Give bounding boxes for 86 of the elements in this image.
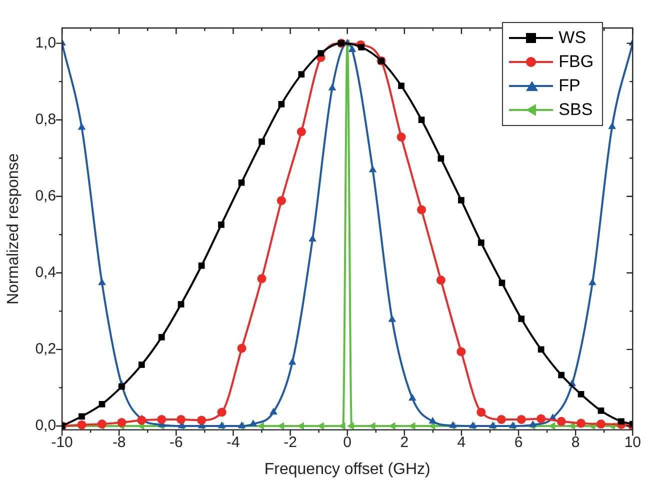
- point: [436, 276, 446, 285]
- point: [288, 358, 296, 365]
- point: [536, 414, 546, 424]
- point: [258, 138, 265, 145]
- point: [418, 116, 425, 124]
- point: [516, 414, 526, 424]
- point: [198, 262, 205, 269]
- point: [518, 316, 525, 322]
- point: [558, 372, 565, 378]
- point: [358, 44, 365, 50]
- point: [347, 422, 354, 430]
- x-tick-label: -8: [112, 434, 126, 451]
- point: [408, 394, 416, 401]
- point: [78, 122, 86, 130]
- point: [388, 315, 396, 322]
- point: [278, 100, 285, 108]
- point: [217, 408, 226, 417]
- x-axis-title: Frequency offset (GHz): [264, 460, 430, 478]
- point: [318, 50, 324, 56]
- point: [368, 165, 377, 172]
- point: [578, 391, 584, 398]
- point: [98, 278, 106, 286]
- point: [257, 274, 266, 284]
- point: [117, 418, 126, 428]
- point: [576, 418, 586, 428]
- legend-label: SBS: [558, 100, 593, 120]
- x-tick-label: -6: [170, 434, 183, 451]
- point: [270, 408, 278, 414]
- point: [496, 414, 506, 424]
- y-tick-label: 0,4: [35, 264, 56, 282]
- point: [218, 222, 224, 228]
- point: [118, 383, 125, 390]
- point: [197, 416, 206, 425]
- y-tick-label: 0,0: [35, 417, 56, 434]
- point: [498, 280, 506, 286]
- point: [138, 362, 145, 368]
- point: [538, 346, 544, 353]
- point: [396, 132, 406, 142]
- y-tick-label: 1,0: [35, 34, 56, 52]
- point: [137, 416, 146, 425]
- point: [556, 416, 566, 426]
- point: [348, 45, 356, 52]
- point: [528, 420, 537, 428]
- y-tick-label: 0,8: [35, 110, 56, 128]
- point: [596, 420, 606, 429]
- point: [417, 205, 426, 214]
- x-tick-label: 6: [514, 434, 523, 451]
- point: [428, 416, 437, 424]
- point: [97, 420, 106, 429]
- point: [249, 420, 258, 426]
- point: [178, 301, 184, 308]
- x-tick-label: 2: [400, 434, 409, 451]
- point: [296, 127, 306, 136]
- point: [476, 408, 486, 417]
- point: [276, 196, 286, 206]
- legend-label: FP: [558, 76, 580, 96]
- point: [478, 239, 484, 246]
- point: [328, 84, 336, 90]
- x-tick-label: 0: [343, 434, 352, 451]
- x-tick-label: 10: [624, 434, 641, 451]
- point: [98, 400, 106, 408]
- point: [608, 122, 616, 129]
- x-tick-label: -4: [226, 434, 240, 451]
- point: [308, 234, 316, 242]
- point: [157, 414, 166, 424]
- y-tick-label: 0,6: [35, 188, 56, 205]
- x-tick-label: -2: [284, 434, 297, 451]
- x-tick-label: 4: [457, 434, 466, 451]
- legend-label: WS: [558, 28, 586, 48]
- x-tick-label: 8: [571, 434, 580, 451]
- point: [237, 344, 246, 353]
- point: [598, 407, 604, 414]
- point: [176, 414, 186, 424]
- point: [298, 71, 305, 78]
- x-tick-label: -10: [51, 434, 73, 451]
- point: [588, 278, 596, 286]
- point: [398, 82, 404, 89]
- point: [458, 197, 464, 204]
- legend-label: FBG: [558, 52, 594, 72]
- y-tick-label: 0,2: [35, 340, 56, 358]
- point: [158, 334, 165, 340]
- point: [456, 347, 466, 356]
- y-axis-title: Normalized response: [5, 153, 22, 304]
- point: [618, 418, 624, 425]
- point: [78, 413, 85, 420]
- point: [238, 179, 245, 186]
